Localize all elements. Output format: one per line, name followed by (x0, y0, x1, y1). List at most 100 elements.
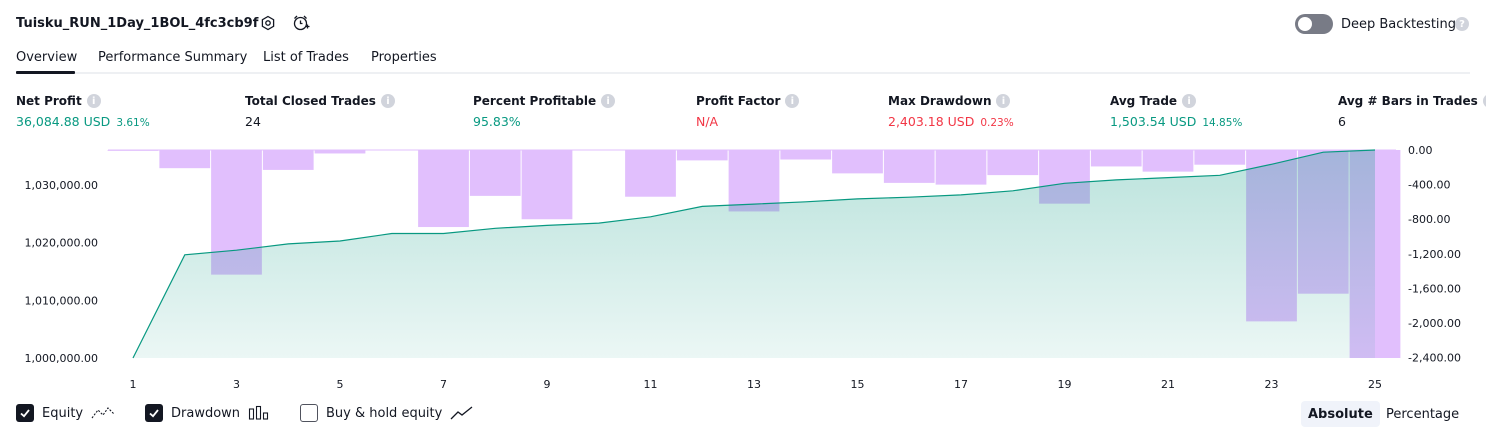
legend-equity-label: Equity (42, 405, 84, 421)
info-icon[interactable]: i (86, 94, 101, 108)
right-axis-tick-label: 0.00 (1408, 144, 1433, 157)
toggle-knob (1298, 17, 1312, 31)
drawdown-bar (159, 150, 211, 169)
x-axis-tick-label: 15 (851, 378, 865, 391)
equity-drawdown-chart[interactable]: 1,000,000.00 1,010,000.00 1,020,000.00 1,03… (0, 140, 1486, 395)
right-axis-tick-label: -400.00 (1408, 179, 1450, 192)
info-icon[interactable]: i (1482, 94, 1486, 108)
left-axis: 1,000,000.00 1,010,000.00 1,020,000.00 1,03… (25, 179, 98, 365)
drawdown-bar (107, 150, 159, 151)
metric-label: Percent Profitable (473, 94, 597, 108)
metric-total-closed-trades: Total Closed Trades i 24 (245, 94, 395, 129)
equity-line (132, 149, 1376, 359)
header-bar: Tuisku_RUN_1Day_1BOL_4fc3cb9f Deep Backt… (0, 0, 1486, 46)
drawdown-bar (314, 150, 366, 154)
drawdown-bar (1194, 150, 1246, 165)
gear-icon-svg (261, 15, 275, 31)
right-axis-tick-label: -1,600.00 (1408, 282, 1461, 295)
metric-max-drawdown: Max Drawdown i 2,403.18 USD 0.23% (888, 94, 1014, 129)
left-axis-tick-label: 1,000,000.00 (25, 352, 98, 365)
left-axis-tick-label: 1,010,000.00 (25, 294, 98, 307)
info-icon[interactable]: i (601, 94, 616, 108)
x-axis-tick-label: 25 (1368, 378, 1382, 391)
left-axis-tick-label: 1,030,000.00 (25, 179, 98, 192)
metric-value: 24 (245, 114, 261, 129)
x-axis-tick-label: 5 (337, 378, 344, 391)
equity-line-icon (91, 407, 115, 419)
drawdown-bar (676, 150, 728, 161)
equity-checkbox[interactable] (16, 404, 34, 422)
x-axis: 1 3 5 7 9 11 13 15 17 19 21 23 25 (130, 378, 1383, 391)
x-axis-tick-label: 7 (440, 378, 447, 391)
metric-label: Profit Factor (696, 94, 781, 108)
metric-avg-bars-in-trades: Avg # Bars in Trades i 6 (1338, 94, 1486, 129)
x-axis-tick-label: 17 (954, 378, 968, 391)
metric-profit-factor: Profit Factor i N/A (696, 94, 800, 129)
buy-hold-checkbox[interactable] (300, 404, 318, 422)
legend-buy-hold-label: Buy & hold equity (326, 405, 443, 421)
drawdown-bar (728, 150, 780, 212)
info-icon[interactable]: i (996, 94, 1011, 108)
tab-list-of-trades[interactable]: List of Trades (263, 50, 349, 65)
metric-value: 1,503.54 USD (1110, 114, 1197, 129)
drawdown-bar (935, 150, 987, 185)
metric-label: Avg # Bars in Trades (1338, 94, 1478, 108)
gear-icon[interactable] (258, 13, 278, 33)
equity-area (133, 150, 1375, 358)
metric-label: Total Closed Trades (245, 94, 376, 108)
alarm-clock-plus-icon[interactable] (291, 13, 311, 33)
info-icon[interactable]: i (380, 94, 395, 108)
right-axis-tick-label: -2,400.00 (1408, 352, 1461, 365)
drawdown-bar (625, 150, 676, 197)
legend-equity[interactable]: Equity (16, 404, 115, 422)
drawdown-bar (521, 150, 573, 220)
info-icon[interactable]: i (1182, 94, 1197, 108)
metric-value: 2,403.18 USD (888, 114, 975, 129)
deep-backtesting-label: Deep Backtesting (1341, 17, 1457, 32)
alarm-clock-plus-icon-svg (293, 15, 310, 31)
drawdown-bar (1142, 150, 1194, 172)
right-axis-tick-label: -800.00 (1408, 213, 1450, 226)
tab-overview[interactable]: Overview (16, 50, 78, 65)
x-axis-tick-label: 9 (544, 378, 551, 391)
tab-active-indicator (16, 71, 75, 74)
metric-net-profit: Net Profit i 36,084.88 USD 3.61% (16, 94, 150, 129)
absolute-toggle-button[interactable]: Absolute (1301, 401, 1380, 427)
metric-value: 95.83% (473, 114, 521, 129)
x-axis-tick-label: 1 (130, 378, 137, 391)
legend-drawdown-label: Drawdown (171, 405, 241, 421)
strategy-title: Tuisku_RUN_1Day_1BOL_4fc3cb9f (16, 16, 259, 31)
tab-properties[interactable]: Properties (371, 50, 437, 65)
right-axis: 0.00 -400.00 -800.00 -1,200.00 -1,600.00 -2,0… (1408, 144, 1461, 365)
drawdown-bar (832, 150, 883, 174)
drawdown-bar (1090, 150, 1142, 167)
x-axis-tick-label: 23 (1265, 378, 1279, 391)
right-axis-tick-label: -1,200.00 (1408, 248, 1461, 261)
metric-percent: 0.23% (980, 117, 1014, 129)
tabs-divider (16, 72, 1470, 74)
info-icon[interactable]: i (785, 94, 800, 108)
drawdown-bar (469, 150, 521, 196)
right-axis-tick-label: -2,000.00 (1408, 317, 1461, 330)
drawdown-bar (987, 150, 1039, 176)
x-axis-tick-label: 13 (747, 378, 761, 391)
help-icon[interactable]: ? (1455, 17, 1469, 31)
metric-percent: 3.61% (116, 117, 150, 129)
metric-label: Max Drawdown (888, 94, 992, 108)
deep-backtesting-toggle[interactable] (1295, 14, 1333, 34)
metric-label: Net Profit (16, 94, 82, 108)
metric-avg-trade: Avg Trade i 1,503.54 USD 14.85% (1110, 94, 1242, 129)
tab-performance-summary[interactable]: Performance Summary (98, 50, 248, 65)
legend-drawdown[interactable]: Drawdown (145, 404, 270, 422)
metric-value: 6 (1338, 114, 1346, 129)
metric-value: N/A (696, 114, 719, 129)
check-icon (20, 409, 30, 418)
percentage-toggle-button[interactable]: Percentage (1386, 406, 1460, 422)
drawdown-bar (883, 150, 935, 183)
metric-percent-profitable: Percent Profitable i 95.83% (473, 94, 616, 129)
x-axis-tick-label: 21 (1161, 378, 1175, 391)
legend-buy-hold-equity[interactable]: Buy & hold equity (300, 404, 474, 422)
drawdown-checkbox[interactable] (145, 404, 163, 422)
drawdown-bar (780, 150, 832, 160)
equity-series (132, 149, 1376, 359)
